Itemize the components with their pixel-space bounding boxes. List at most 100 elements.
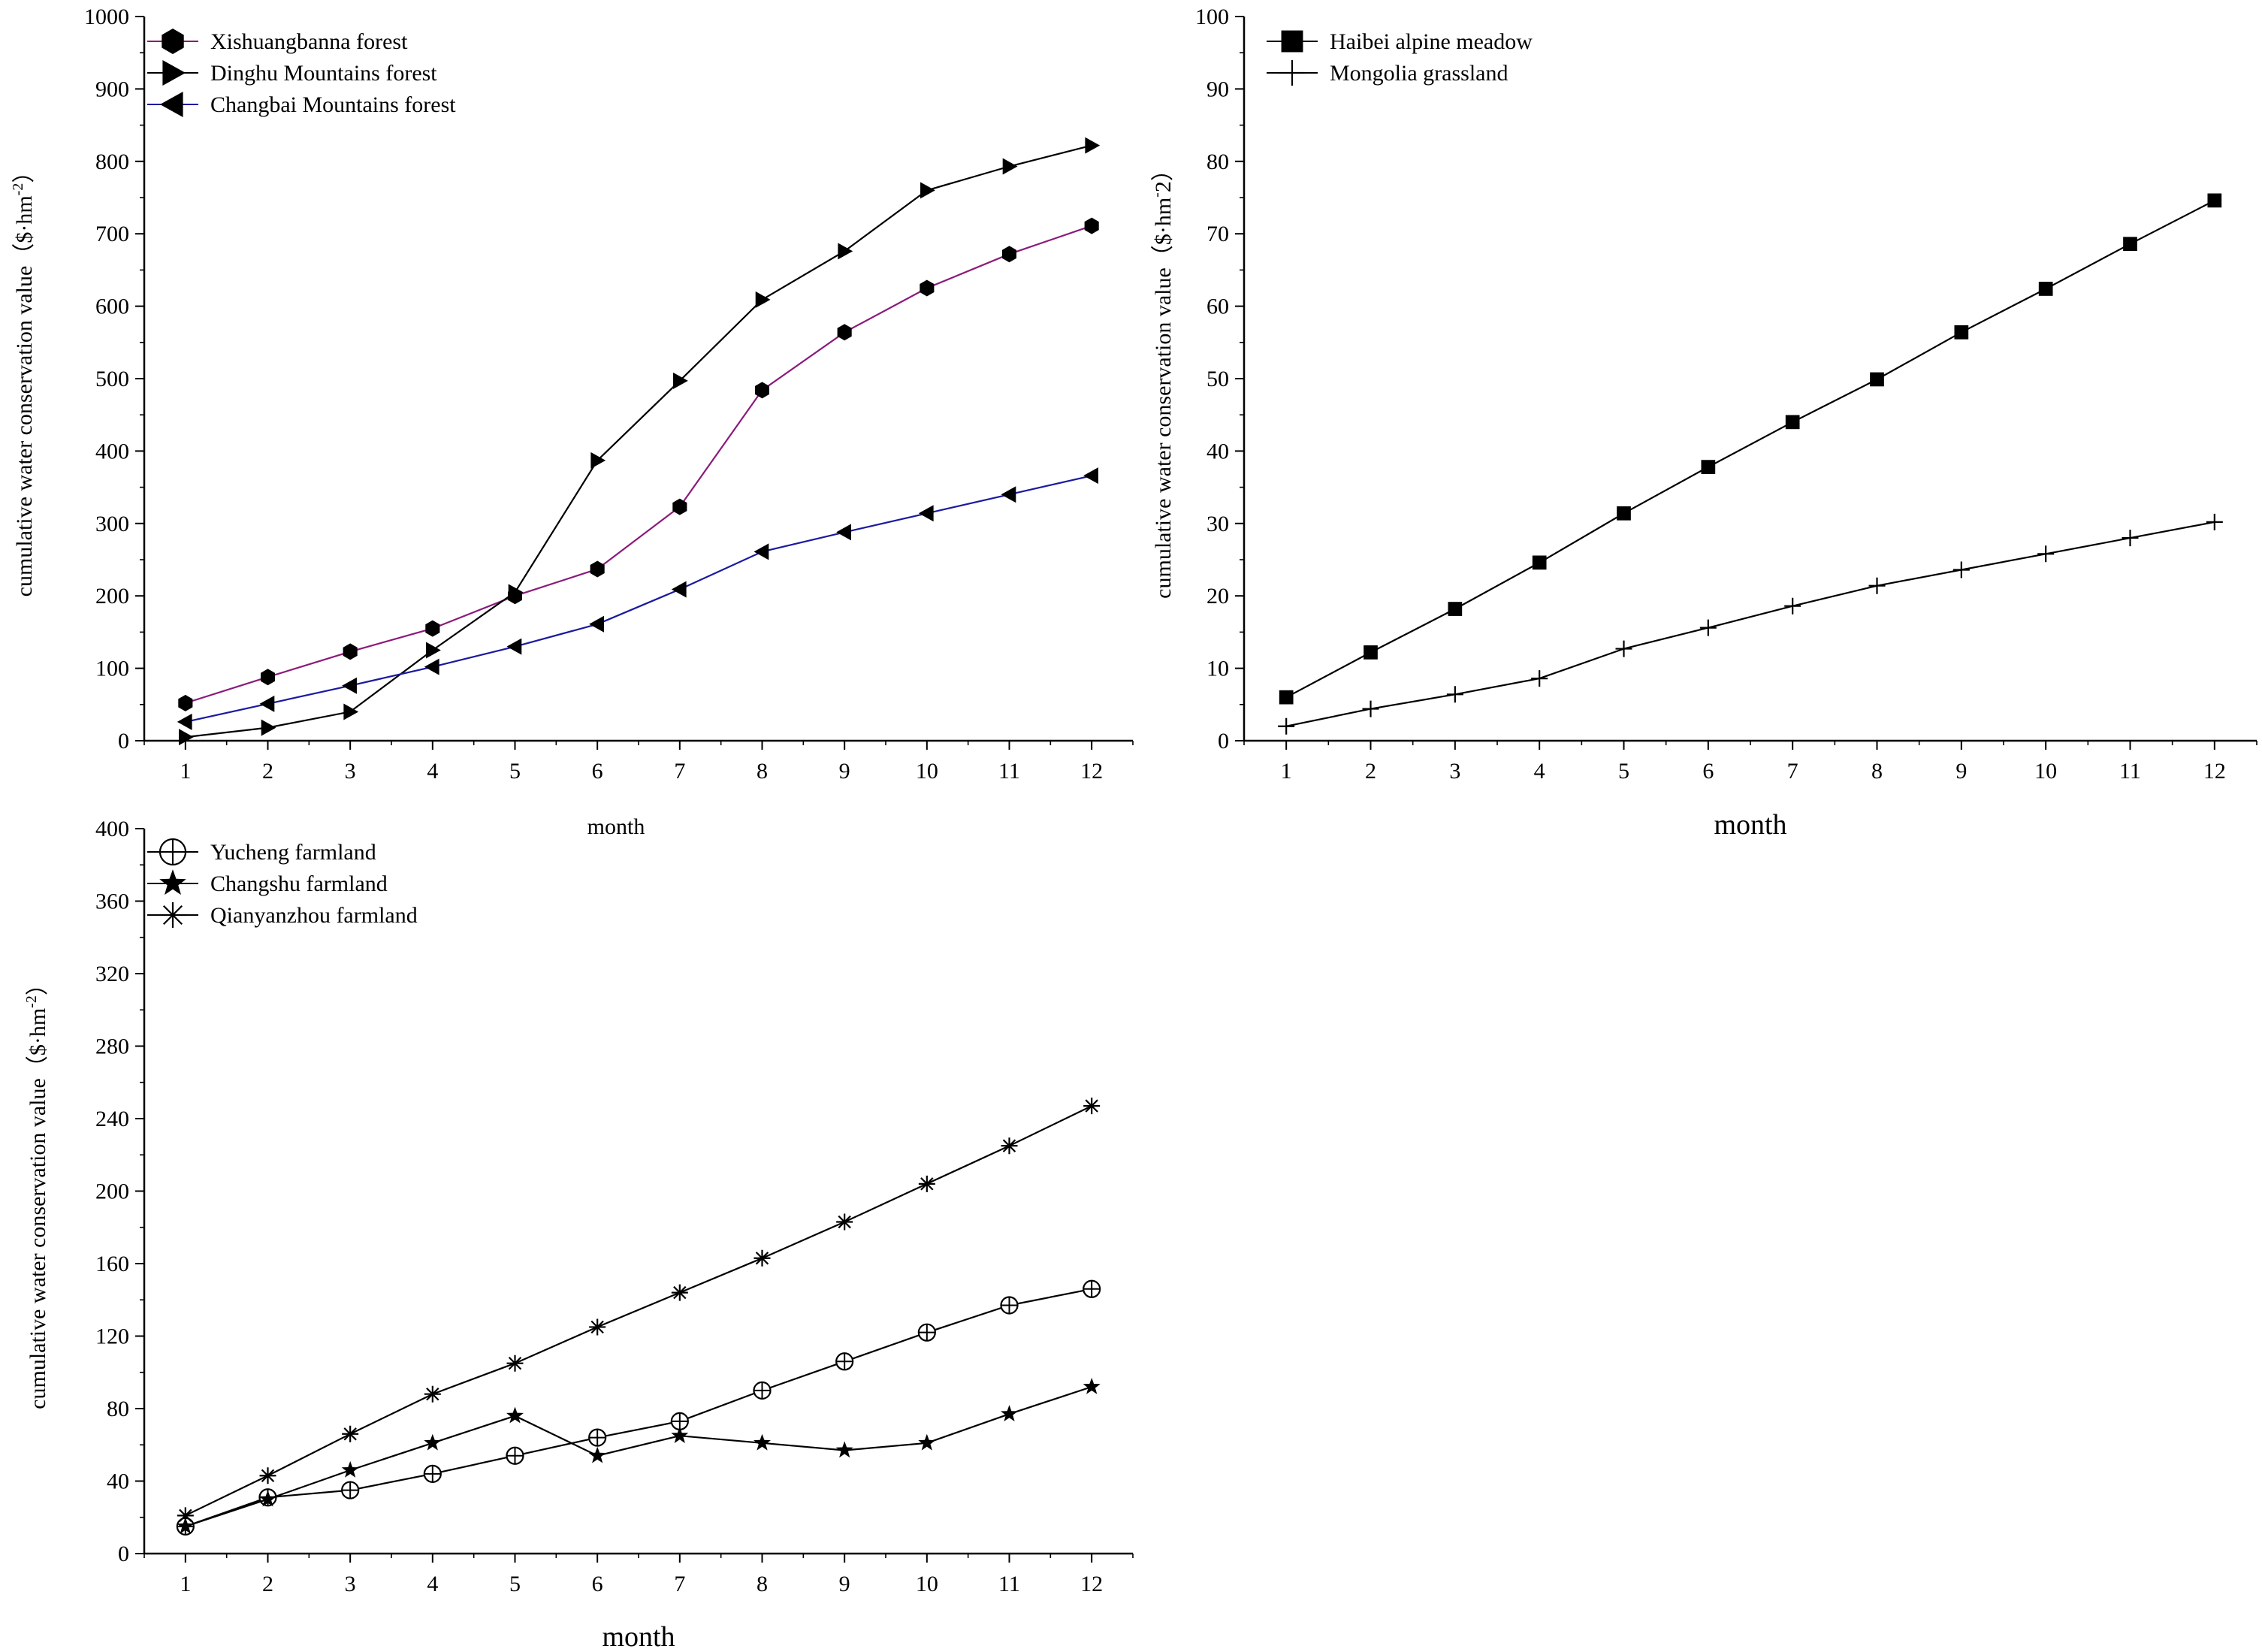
y-tick-label: 20 bbox=[1207, 584, 1229, 609]
data-point bbox=[1954, 325, 1969, 340]
data-point bbox=[261, 669, 275, 686]
data-point bbox=[343, 703, 359, 720]
x-tick-label: 2 bbox=[262, 759, 273, 784]
y-axis-label: cumulative water conservation value（$·hm… bbox=[23, 973, 50, 1409]
data-point bbox=[1784, 597, 1801, 615]
x-tick-label: 8 bbox=[1871, 759, 1883, 784]
legend-marker bbox=[159, 838, 187, 866]
series-line-2 bbox=[185, 1105, 1092, 1517]
x-tick-label: 4 bbox=[427, 1572, 438, 1596]
data-point bbox=[1083, 1378, 1101, 1394]
x-tick-label: 11 bbox=[998, 1572, 1020, 1596]
series-line-2 bbox=[185, 475, 1092, 723]
data-point bbox=[1085, 137, 1101, 154]
legend-item: Haibei alpine meadow bbox=[1267, 29, 1533, 54]
series-line-1 bbox=[1285, 521, 2215, 727]
data-point bbox=[753, 1433, 771, 1451]
legend-marker bbox=[162, 29, 184, 54]
x-tick-label: 6 bbox=[592, 759, 603, 784]
data-point bbox=[508, 584, 524, 601]
data-point bbox=[1446, 686, 1463, 703]
y-tick-label: 200 bbox=[95, 584, 129, 609]
y-axis-label-sup: -2 bbox=[23, 995, 40, 1008]
data-point bbox=[753, 1381, 772, 1400]
x-tick-label: 4 bbox=[1534, 759, 1545, 784]
y-tick-label: 600 bbox=[95, 294, 129, 319]
data-point bbox=[261, 719, 276, 736]
y-tick-label: 80 bbox=[1207, 149, 1229, 174]
data-point bbox=[671, 1427, 689, 1443]
data-point bbox=[837, 324, 852, 341]
data-point bbox=[1870, 372, 1884, 387]
y-tick-label: 80 bbox=[107, 1397, 129, 1421]
series-line-0 bbox=[1285, 199, 2215, 699]
data-point bbox=[917, 1323, 936, 1342]
y-axis-label: cumulative water conservation value（$·hm… bbox=[1149, 159, 1176, 599]
y-axis-label-main: cumulative water conservation value（$·hm bbox=[12, 195, 37, 596]
data-point bbox=[259, 695, 275, 712]
x-tick-label: 7 bbox=[674, 759, 685, 784]
x-tick-label: 6 bbox=[1702, 759, 1714, 784]
data-point bbox=[1532, 555, 1547, 570]
y-tick-label: 100 bbox=[95, 657, 129, 681]
data-point bbox=[1083, 1098, 1101, 1115]
data-point bbox=[425, 620, 440, 637]
data-point bbox=[838, 243, 853, 260]
y-tick-label: 500 bbox=[95, 367, 129, 391]
y-axis-label-end: ） bbox=[26, 973, 50, 995]
data-point bbox=[918, 505, 934, 522]
data-point bbox=[1000, 1296, 1019, 1315]
data-point bbox=[424, 658, 439, 675]
x-tick-label: 10 bbox=[916, 759, 938, 784]
x-tick-label: 11 bbox=[2119, 759, 2141, 784]
data-point bbox=[671, 1284, 688, 1301]
y-tick-label: 90 bbox=[1207, 77, 1229, 101]
data-point bbox=[177, 1507, 194, 1524]
data-point bbox=[588, 1428, 607, 1447]
data-point bbox=[424, 1385, 441, 1403]
data-point bbox=[341, 1481, 360, 1499]
y-tick-label: 40 bbox=[1207, 439, 1229, 464]
data-point bbox=[506, 1406, 524, 1424]
series-line-1 bbox=[185, 144, 1092, 738]
x-axis-label: month bbox=[587, 814, 645, 839]
legend-marker bbox=[162, 60, 186, 86]
y-axis-label-main: cumulative water conservation value（$·hm bbox=[1151, 198, 1176, 599]
y-tick-label: 0 bbox=[1218, 729, 1229, 754]
data-point bbox=[2038, 282, 2053, 296]
x-tick-label: 3 bbox=[345, 1572, 356, 1596]
data-point bbox=[1952, 561, 1970, 578]
data-point bbox=[1084, 217, 1099, 234]
data-point bbox=[672, 498, 687, 515]
x-tick-label: 3 bbox=[1449, 759, 1460, 784]
x-tick-label: 11 bbox=[998, 759, 1020, 784]
data-point bbox=[1785, 415, 1800, 430]
y-axis-label-sup: -2 bbox=[10, 183, 26, 196]
data-point bbox=[341, 1460, 359, 1478]
data-point bbox=[342, 1425, 359, 1442]
data-point bbox=[259, 1467, 276, 1484]
data-point bbox=[1617, 506, 1631, 521]
data-point bbox=[920, 182, 935, 199]
y-tick-label: 400 bbox=[95, 817, 129, 841]
data-point bbox=[179, 729, 194, 746]
data-point bbox=[177, 713, 192, 730]
legend-marker bbox=[1281, 30, 1303, 53]
data-point bbox=[753, 1249, 771, 1267]
y-axis-label-end: 2） bbox=[1151, 159, 1176, 192]
data-point bbox=[920, 279, 935, 297]
y-tick-label: 320 bbox=[95, 962, 129, 986]
data-point bbox=[836, 1213, 853, 1231]
data-point bbox=[2122, 530, 2139, 547]
series-line-0 bbox=[185, 1288, 1092, 1527]
legend-item: Xishuangbanna forest bbox=[147, 29, 408, 54]
data-point bbox=[755, 291, 771, 308]
legend-label: Qianyanzhou farmland bbox=[210, 903, 418, 928]
series-line-1 bbox=[185, 1385, 1092, 1527]
legend-item: Mongolia grassland bbox=[1267, 60, 1508, 86]
legend-label: Xishuangbanna forest bbox=[210, 29, 408, 54]
data-point bbox=[918, 1433, 936, 1451]
data-point bbox=[1362, 700, 1379, 717]
legend-marker bbox=[159, 869, 186, 895]
x-tick-label: 1 bbox=[180, 759, 191, 784]
